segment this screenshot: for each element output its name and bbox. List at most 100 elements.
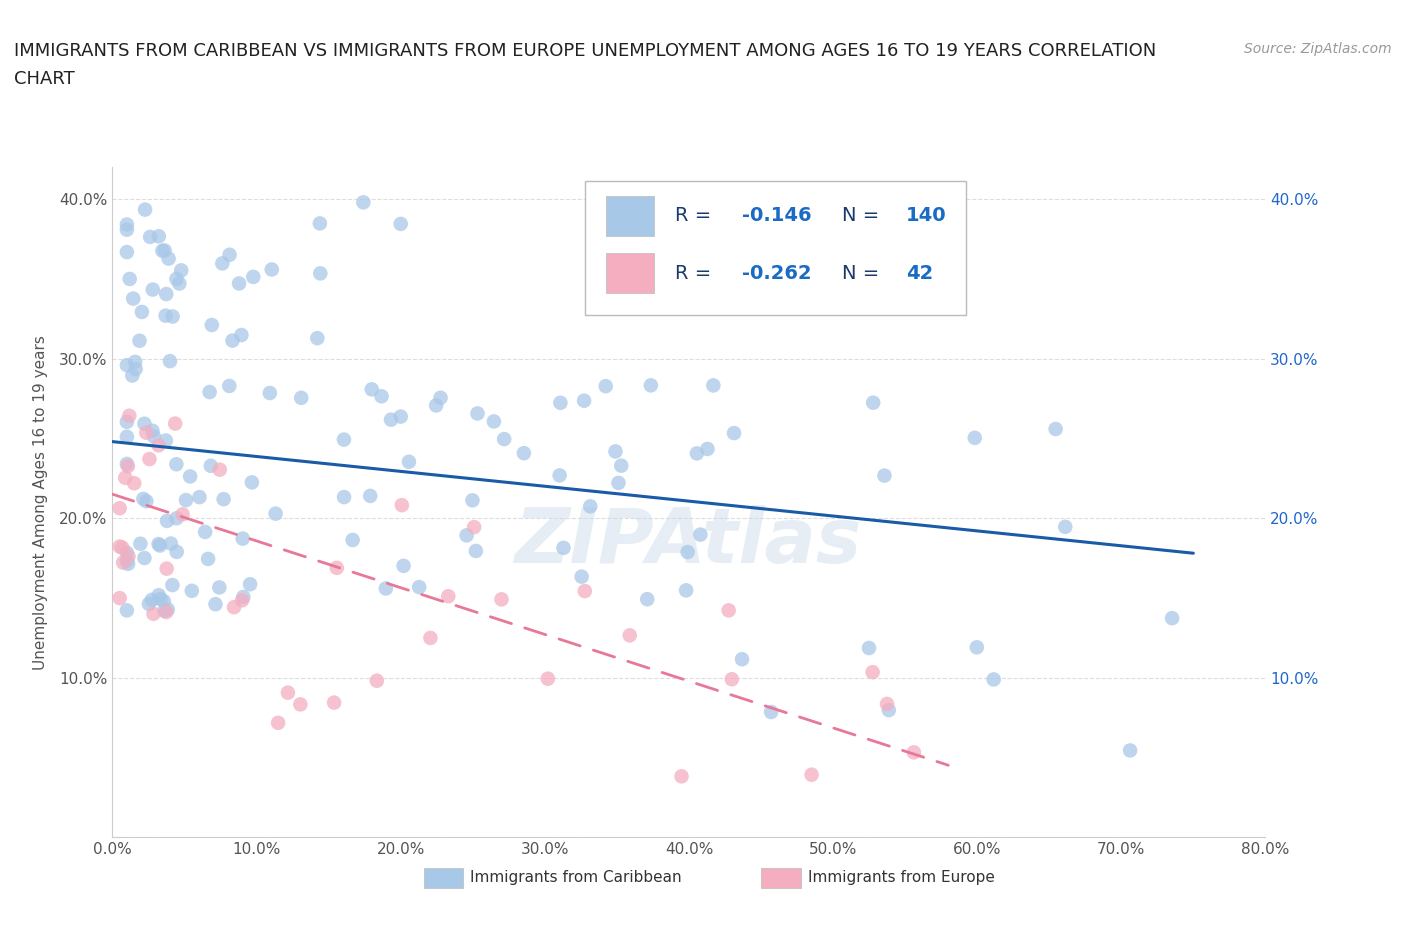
- Point: [731, 652, 754, 667]
- Point: [112, 555, 135, 570]
- Point: [467, 406, 489, 421]
- Point: [148, 537, 170, 551]
- Point: [111, 540, 134, 555]
- Point: [157, 251, 180, 266]
- Point: [155, 286, 177, 301]
- Point: [1161, 611, 1184, 626]
- Point: [636, 591, 658, 606]
- Point: [309, 266, 332, 281]
- Point: [159, 353, 181, 368]
- Point: [461, 493, 484, 508]
- Point: [148, 588, 170, 603]
- Point: [873, 468, 896, 483]
- Y-axis label: Unemployment Among Ages 16 to 19 years: Unemployment Among Ages 16 to 19 years: [32, 335, 48, 670]
- Point: [166, 544, 188, 559]
- Point: [398, 455, 420, 470]
- Point: [702, 378, 724, 392]
- Text: R =: R =: [675, 264, 717, 283]
- Point: [115, 457, 138, 472]
- Point: [671, 769, 693, 784]
- Point: [572, 393, 595, 408]
- Point: [174, 493, 197, 508]
- Point: [717, 603, 740, 618]
- Point: [153, 604, 176, 618]
- Point: [162, 309, 184, 324]
- Point: [208, 462, 231, 477]
- Point: [134, 202, 156, 217]
- Point: [122, 291, 145, 306]
- Point: [391, 498, 413, 512]
- Point: [114, 471, 136, 485]
- Point: [333, 489, 356, 504]
- Point: [370, 389, 392, 404]
- Text: 140: 140: [905, 206, 946, 225]
- Point: [425, 398, 447, 413]
- Point: [862, 665, 884, 680]
- Point: [155, 308, 177, 323]
- Point: [138, 596, 160, 611]
- Point: [550, 395, 572, 410]
- Point: [482, 414, 505, 429]
- Point: [1119, 743, 1142, 758]
- Point: [108, 539, 131, 554]
- Point: [135, 494, 157, 509]
- Point: [149, 591, 172, 606]
- Point: [153, 243, 176, 258]
- Text: 42: 42: [905, 264, 934, 283]
- Point: [537, 671, 560, 686]
- Point: [966, 640, 988, 655]
- Point: [240, 475, 263, 490]
- Point: [595, 379, 617, 393]
- Point: [1045, 421, 1067, 436]
- Point: [155, 604, 177, 619]
- Point: [491, 591, 513, 606]
- Point: [326, 561, 349, 576]
- Point: [259, 386, 281, 401]
- Point: [983, 672, 1005, 687]
- Text: -0.262: -0.262: [742, 264, 811, 283]
- Point: [200, 458, 222, 473]
- Point: [231, 592, 253, 607]
- Point: [115, 603, 138, 618]
- Point: [134, 551, 156, 565]
- Point: [267, 715, 290, 730]
- Point: [115, 222, 138, 237]
- Point: [392, 558, 415, 573]
- Point: [723, 426, 745, 441]
- Point: [228, 276, 250, 291]
- Point: [640, 378, 662, 392]
- Point: [149, 538, 172, 553]
- Point: [160, 536, 183, 551]
- Point: [366, 673, 388, 688]
- Point: [197, 551, 219, 566]
- Point: [877, 703, 900, 718]
- Point: [170, 263, 193, 278]
- Point: [142, 282, 165, 297]
- Point: [117, 549, 139, 564]
- Text: ZIPAtlas: ZIPAtlas: [515, 505, 863, 579]
- Point: [155, 433, 177, 448]
- Point: [242, 270, 264, 285]
- Point: [553, 540, 575, 555]
- Point: [619, 628, 641, 643]
- Point: [156, 602, 179, 617]
- FancyBboxPatch shape: [606, 195, 654, 235]
- Point: [456, 528, 478, 543]
- Point: [221, 333, 243, 348]
- Point: [800, 767, 823, 782]
- Point: [858, 641, 880, 656]
- Point: [574, 584, 596, 599]
- Point: [389, 217, 412, 232]
- Point: [128, 333, 150, 348]
- Text: IMMIGRANTS FROM CARIBBEAN VS IMMIGRANTS FROM EUROPE UNEMPLOYMENT AMONG AGES 16 T: IMMIGRANTS FROM CARIBBEAN VS IMMIGRANTS …: [14, 42, 1156, 60]
- Point: [129, 537, 152, 551]
- Point: [139, 230, 162, 245]
- Point: [166, 272, 188, 286]
- Point: [124, 362, 146, 377]
- Point: [118, 408, 141, 423]
- Point: [150, 244, 173, 259]
- Point: [115, 430, 138, 445]
- Text: CHART: CHART: [14, 70, 75, 87]
- Point: [115, 545, 138, 560]
- Point: [180, 583, 202, 598]
